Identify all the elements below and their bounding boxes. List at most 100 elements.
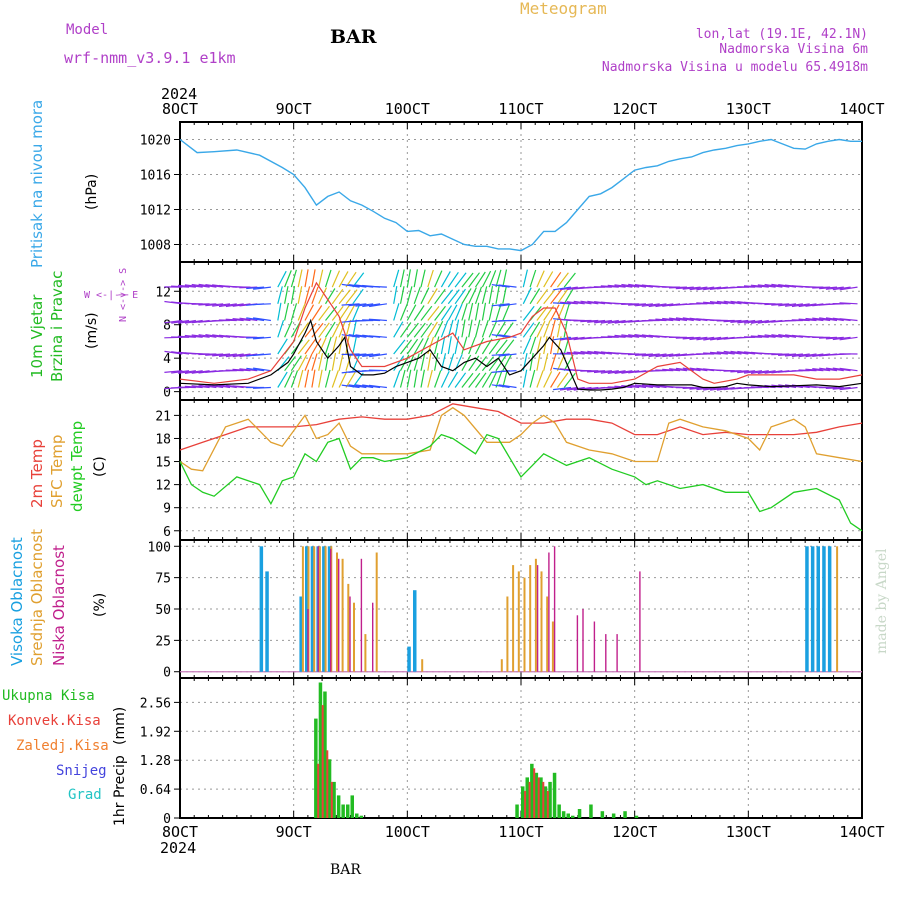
wind-arrow [491,384,510,389]
cloud-mid-bar [534,558,537,672]
cloud-mid-bar [506,596,509,672]
wind-arrow [252,386,271,389]
wind-arrow [587,350,606,355]
coords-label: lon,lat (19.1E, 42.1N) [696,27,868,42]
wind-arrow [628,334,647,338]
y-tick-label: 1.28 [140,754,171,769]
top-date-label: 10OCT [385,100,430,118]
precip-total-bar [359,815,364,818]
wind-arrow [825,367,844,372]
wind-arrow [475,356,487,372]
temperature-side-labels: 2m Temp SFC Temp dewpt Temp (C) [28,421,108,512]
wind-arrow [369,303,387,308]
wind-arrow [771,303,790,306]
wind-arrow [218,319,237,322]
wind-arrow [587,370,606,373]
precip-conv-bar [528,781,531,818]
wind-arrow [730,319,749,323]
wind-arrow [454,319,460,338]
wind-arrow [427,352,432,371]
precip-conv-bar [326,750,329,818]
wind-arrow [550,271,562,288]
wind-arrow [825,286,844,290]
wind-arrow [641,353,660,357]
wind-arrow [536,320,546,338]
wind-arrow [550,319,556,338]
cloud-mid-bar [836,546,839,672]
y-tick-label: 1020 [140,134,171,149]
wind-arrow [311,322,324,338]
wind-arrow [812,286,831,289]
wind-arrow [675,336,694,339]
wind-arrow [393,355,405,372]
top-date-label: 12OCT [612,100,657,118]
wind-arrow [580,319,599,323]
wind-arrow [434,320,444,338]
wind-arrow [171,285,190,288]
wind-arrow [550,304,560,321]
wind-arrow [474,337,485,355]
wind-arrow [362,319,381,322]
wind-arrow [798,353,817,358]
wind-arrow [311,369,316,388]
y-tick-label: 6 [163,525,171,540]
wind-arrow [232,368,251,372]
wind-arrow [627,353,647,356]
cloud-mid-bar [421,659,424,672]
precip-total-bar [566,813,570,818]
wind-arrow [369,353,387,358]
precip-conv-bar [542,781,545,818]
wind-arrow [682,336,701,340]
pressure-line [179,138,862,252]
wind-arrow [338,289,351,305]
wind-arrow [399,269,405,288]
wind-arrow [304,322,317,338]
wind-arrow [556,372,569,388]
wind-arrow [468,355,480,372]
precip-conv-bar [533,768,536,818]
cloud-high-bar [305,546,309,672]
wind-arrow [393,321,404,338]
wind-arrow [634,384,653,389]
wind-arrow [825,317,844,322]
wind-arrow [205,284,224,288]
wind-arrow [832,386,851,390]
temp-2m-line [179,403,863,451]
wind-arrow [498,334,517,338]
wind-arrow [311,286,319,305]
cloud-mid-bar [551,621,554,672]
cloud-low-bar [536,565,539,672]
wind-arrow [304,304,315,321]
y-tick-label: 50 [155,603,171,618]
wind-arrow [771,353,790,356]
wind-arrow [522,337,532,355]
cloud-low-bar [548,552,550,672]
wind-arrow [427,369,433,388]
wind-arrow [655,369,674,372]
legend-snijeg: Snijeg [56,763,107,779]
wind-arrow [184,284,203,288]
wind-arrow [277,371,288,388]
model-elevation-label: Nadmorska Visina u modelu 65.4918m [602,60,868,75]
wind-arrow [447,371,459,388]
wind-arrow [587,300,606,305]
wind-arrow [543,371,553,388]
legend-zaledj-kisa: Zaledj.Kisa [16,738,109,754]
wind-arrow [461,336,468,355]
wind-arrow [345,353,352,371]
wind-arrow [594,319,612,324]
wind-arrow [764,334,783,338]
wind-arrow [481,356,494,372]
wind-arrow [178,319,196,324]
footer-station: BAR [330,862,361,878]
wind-arrow [413,338,424,355]
wind-arrow [600,370,619,374]
wind-arrow [413,353,420,371]
wind-arrow [177,335,196,338]
wind-arrow [553,286,572,291]
pressure-side-labels: Pritisak na nivou mora (hPa) [28,100,100,268]
wind-arrow [703,352,722,355]
cloud-mid-bar [364,634,367,672]
wind-arrow [311,338,322,355]
wind-arrow [743,336,763,338]
